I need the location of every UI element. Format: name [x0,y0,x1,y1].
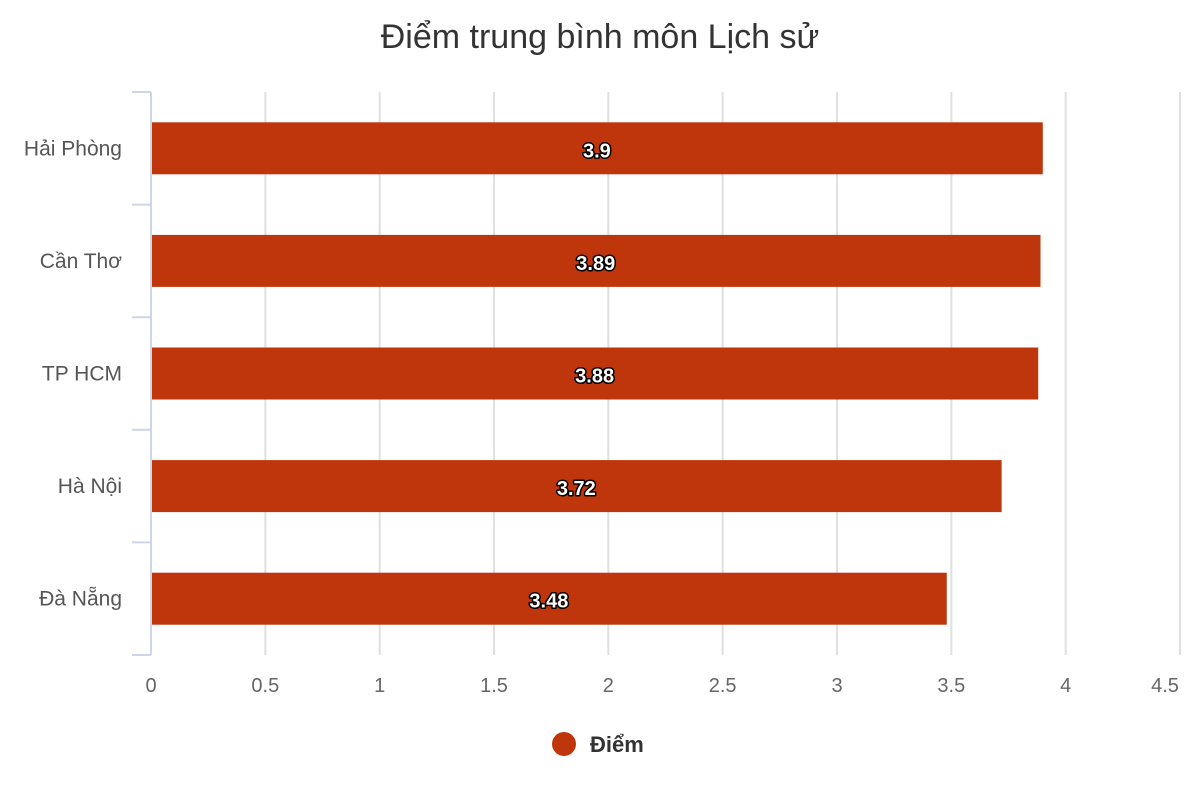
chart-title: Điểm trung bình môn Lịch sử [381,18,820,56]
x-tick-label: 4.5 [1151,675,1179,697]
category-label: Hải Phòng [24,137,122,160]
x-tick-label: 4 [1060,675,1071,697]
bar[interactable] [152,122,1043,175]
x-tick-label: 0 [145,675,156,697]
bar[interactable] [152,460,1002,513]
bar[interactable] [152,572,947,625]
x-tick-label: 0.5 [251,675,279,697]
legend-label[interactable]: Điểm [590,732,644,757]
x-tick-labels: 0 0.5 1 1.5 2 2.5 3 3.5 4 4.5 [145,675,1178,697]
category-axis [132,91,152,656]
category-label: Hà Nội [58,475,122,498]
legend-marker[interactable] [552,732,576,756]
x-tick-label: 1 [374,675,385,697]
data-labels: 3.9 3.89 3.88 3.72 3.48 [528,139,617,614]
x-tick-label: 2.5 [709,675,737,697]
bars [152,122,1043,625]
data-label: 3.9 [583,140,611,162]
x-tick-label: 3 [831,675,842,697]
bar[interactable] [152,347,1039,400]
data-label: 3.72 [557,478,596,500]
data-label: 3.89 [576,253,615,275]
category-labels: Hải Phòng Cần Thơ TP HCM Hà Nội Đà Nẵng [24,137,122,610]
data-label: 3.48 [529,591,568,613]
category-label: Cần Thơ [40,250,122,273]
category-label: TP HCM [42,363,122,386]
x-tick-label: 1.5 [480,675,508,697]
x-tick-label: 3.5 [937,675,965,697]
data-label: 3.88 [575,366,614,388]
bar[interactable] [152,234,1041,287]
legend[interactable]: Điểm [552,732,644,757]
category-label: Đà Nẵng [39,588,122,611]
x-tick-label: 2 [603,675,614,697]
